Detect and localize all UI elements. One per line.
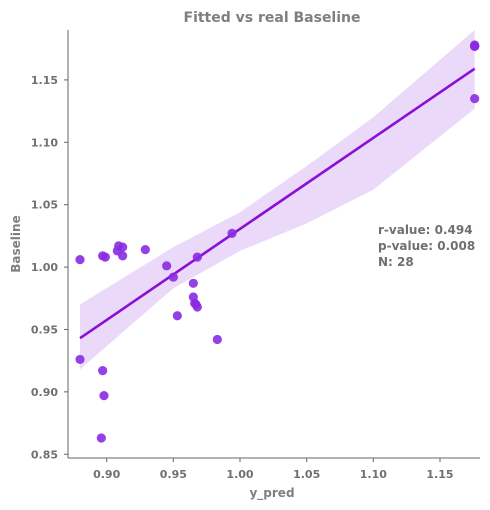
data-point — [75, 254, 85, 265]
data-point — [162, 261, 172, 271]
data-point — [227, 228, 237, 238]
data-point — [118, 242, 128, 252]
stats-annotation: r-value: 0.494 p-value: 0.008 N: 28 — [378, 223, 475, 269]
x-axis-label: y_pred — [249, 486, 294, 501]
data-points-layer — [75, 40, 480, 443]
data-point — [99, 391, 109, 401]
data-point — [118, 251, 128, 261]
chart-title: Fitted vs real Baseline — [184, 10, 361, 26]
data-point — [98, 366, 108, 376]
data-point — [75, 354, 85, 365]
data-point — [100, 252, 110, 262]
x-tick-label: 1.10 — [360, 468, 387, 481]
y-tick-labels: 0.85 0.90 0.95 1.00 1.05 1.10 1.15 — [31, 74, 68, 461]
y-tick-label: 1.00 — [31, 261, 58, 274]
regression-line — [79, 67, 476, 340]
x-tick-label: 0.90 — [93, 468, 120, 481]
x-tick-label: 0.95 — [160, 468, 187, 481]
r-value-text: r-value: 0.494 — [378, 223, 473, 237]
data-point — [96, 433, 106, 443]
x-tick-label: 1.15 — [426, 468, 453, 481]
y-tick-label: 1.10 — [31, 136, 58, 149]
n-count-text: N: 28 — [378, 255, 414, 269]
x-tick-label: 1.00 — [226, 468, 253, 481]
confidence-band-layer — [80, 30, 475, 370]
y-tick-label: 1.15 — [31, 74, 58, 87]
y-tick-label: 0.95 — [31, 323, 58, 336]
confidence-band — [80, 30, 475, 370]
x-tick-label: 1.05 — [293, 468, 320, 481]
data-point — [192, 252, 202, 262]
y-axis-label: Baseline — [9, 215, 23, 272]
y-tick-label: 1.05 — [31, 199, 58, 212]
data-point — [140, 245, 150, 255]
data-point — [470, 94, 480, 104]
x-tick-labels: 0.90 0.95 1.00 1.05 1.10 1.15 — [93, 458, 454, 481]
data-point — [192, 302, 202, 312]
data-point — [470, 41, 480, 51]
data-point — [172, 311, 182, 321]
data-point — [168, 272, 178, 282]
regression-line-layer — [79, 67, 476, 340]
data-point — [188, 278, 198, 288]
data-point — [212, 334, 222, 345]
p-value-text: p-value: 0.008 — [378, 239, 475, 253]
y-tick-label: 0.85 — [31, 448, 58, 461]
y-tick-label: 0.90 — [31, 386, 58, 399]
